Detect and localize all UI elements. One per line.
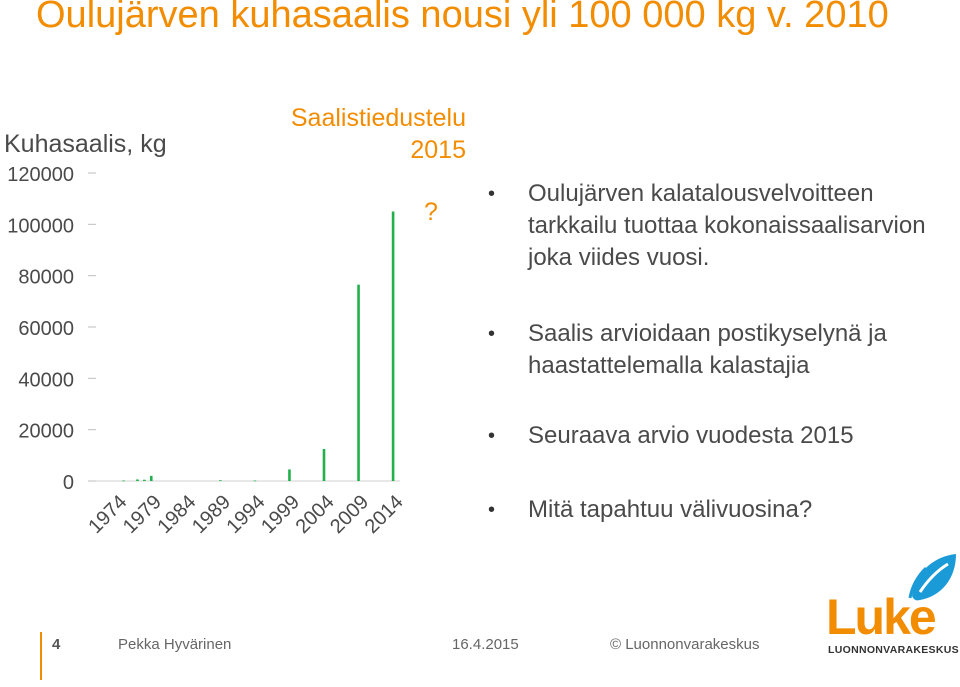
y-tick-label: 20000 [18, 421, 74, 443]
logo-subtitle: LUONNONVARAKESKUS [828, 644, 959, 656]
bullet-item: • Oulujärven kalatalousvelvoitteen tarkka… [488, 178, 958, 274]
bullet-dot: • [488, 499, 496, 521]
y-tick-label: 0 [63, 472, 74, 494]
catch-bar [136, 479, 139, 481]
catch-bar [143, 479, 146, 481]
catch-bar [391, 211, 395, 481]
x-tick-label: 1999 [257, 491, 304, 538]
x-tick-label: 2009 [326, 491, 373, 538]
logo-wordmark: Luke [826, 589, 937, 645]
catch-bar [288, 469, 291, 481]
bullet-item: • Mitä tapahtuu välivuosina? [488, 494, 958, 526]
catch-bar [322, 448, 326, 481]
annotation-survey: Saalistiedustelu [290, 104, 466, 132]
x-tick-label: 1989 [188, 491, 235, 538]
bullet-text: Oulujärven kalatalousvelvoitteen tarkkai… [528, 180, 926, 271]
bullet-text: Mitä tapahtuu välivuosina? [528, 496, 813, 523]
annotation-year: 2015 [410, 136, 466, 164]
catch-bar-chart: 0 20000 40000 60000 80000 100000 120000 1974197… [7, 164, 408, 538]
x-tick-label: 2014 [361, 491, 408, 538]
footer-copyright: © Luonnonvarakeskus [610, 636, 760, 653]
x-tick-label: 2004 [292, 491, 339, 538]
bullet-item: • Seuraava arvio vuodesta 2015 [488, 420, 958, 452]
leaf-icon [908, 554, 956, 601]
x-tick-label: 1979 [119, 491, 166, 538]
bullet-dot: • [488, 425, 496, 447]
footer-divider [40, 632, 42, 680]
y-tick-label: 100000 [7, 215, 74, 237]
annotation-question-mark: ? [424, 198, 438, 226]
bullet-item: • Saalis arvioidaan postikyselynä ja haas… [488, 318, 958, 382]
footer-author: Pekka Hyvärinen [118, 636, 232, 653]
bullet-dot: • [488, 323, 496, 345]
catch-bar [219, 480, 222, 482]
footer-date: 16.4.2015 [452, 636, 519, 653]
bullet-text: Saalis arvioidaan postikyselynä ja haast… [528, 320, 887, 379]
catch-bar [253, 480, 257, 482]
bullet-dot: • [488, 183, 496, 205]
x-tick-label: 1974 [84, 491, 131, 538]
y-axis-label: Kuhasaalis, kg [4, 130, 167, 158]
bullet-text: Seuraava arvio vuodesta 2015 [528, 422, 854, 449]
slide-title: Oulujärven kuhasaalis nousi yli 100 000 … [36, 0, 889, 36]
catch-bar [149, 475, 153, 481]
y-tick-label: 40000 [18, 369, 74, 391]
luke-logo: Luke LUONNONVARAKESKUS [824, 552, 960, 682]
catch-bar [122, 480, 125, 482]
catch-bar [357, 284, 360, 481]
page-number: 4 [52, 636, 61, 653]
y-tick-label: 120000 [7, 164, 74, 186]
y-tick-label: 80000 [18, 267, 74, 289]
x-tick-label: 1984 [153, 491, 200, 538]
x-tick-label: 1994 [223, 491, 270, 538]
y-tick-label: 60000 [18, 318, 74, 340]
